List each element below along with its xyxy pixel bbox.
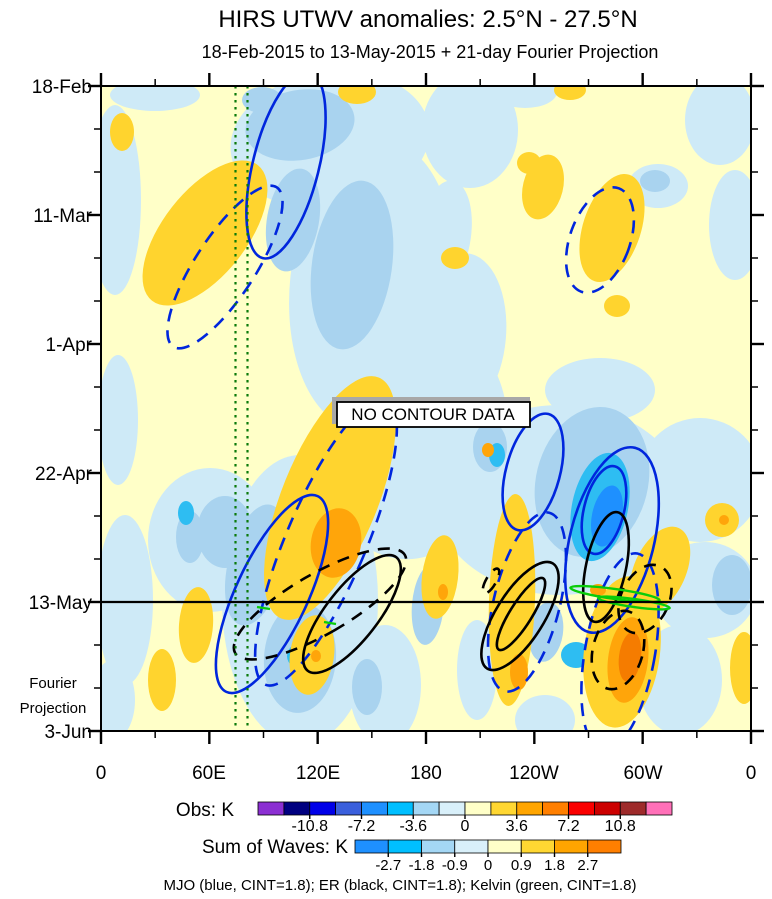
waves-cbar-tick: -2.7 [375,857,401,874]
y-tick-label: 11-Mar [33,206,92,227]
x-tick-label: 60W [623,763,662,784]
page-subtitle: 18-Feb-2015 to 13-May-2015 + 21-day Four… [202,42,659,62]
obs-cbar-tick: 3.6 [506,818,528,835]
obs-colorbar-segment [257,801,285,816]
obs-colorbar: Obs: K -10.8 -7.2 -3.6 0 3.6 7.2 10.8 [176,800,673,835]
obs-cbar-tick: -3.6 [399,818,427,835]
waves-cbar-tick: 0.9 [511,857,532,874]
obs-colorbar-segment [283,801,311,816]
obs-cbar-tick: 10.8 [605,818,636,835]
er-contours-solid [301,510,631,675]
contour-legend-caption: MJO (blue, CINT=1.8); ER (black, CINT=1.… [163,877,636,894]
obs-colorbar-segment [542,801,569,816]
x-tick-label: 0 [96,763,107,784]
x-tick-label: 0 [746,763,757,784]
obs-colorbar-segment [412,801,440,816]
y-tick-label: 1-Apr [46,335,93,356]
y-tick-label: 18-Feb [32,77,92,98]
obs-colorbar-segment [516,801,544,816]
y-tick-label: 22-Apr [35,464,93,485]
obs-cbar-tick: 7.2 [557,818,579,835]
obs-colorbar-segment [568,801,595,816]
waves-colorbar-label: Sum of Waves: K [202,837,348,858]
kelvin-contours [256,584,671,626]
waves-colorbar-segment [587,839,622,854]
obs-colorbar-tick-labels: -10.8 -7.2 -3.6 0 3.6 7.2 10.8 [292,818,636,835]
obs-colorbar-segment [361,801,388,816]
waves-cbar-tick: 2.7 [577,857,598,874]
axis-ticks [88,73,764,857]
obs-cbar-tick: -10.8 [292,818,329,835]
waves-colorbar-segment [354,839,389,854]
waves-colorbar-segment [487,839,522,854]
obs-colorbar-segment [645,801,673,816]
obs-cbar-tick: 0 [461,818,470,835]
no-contour-data-label: NO CONTOUR DATA [351,405,515,424]
waves-cbar-tick: -1.8 [409,857,435,874]
obs-colorbar-label: Obs: K [176,800,234,821]
obs-colorbar-segment [619,801,647,816]
mjo-contours-solid [214,86,661,695]
y-axis-labels: 18-Feb 11-Mar 1-Apr 22-Apr 13-May Fourie… [20,77,93,743]
fill-positive-weak [110,86,751,728]
obs-cbar-tick: -7.2 [348,818,376,835]
x-tick-label: 60E [192,763,226,784]
waves-colorbar: Sum of Waves: K -2.7 -1.8 -0.9 0 0.9 1.8… [202,837,622,874]
waves-cbar-tick: 1.8 [544,857,565,874]
obs-colorbar-segment [386,801,414,816]
fourier-note-line1: Fourier [29,675,77,692]
obs-colorbar-segment [309,801,337,816]
y-tick-label: 3-Jun [44,722,92,743]
page-title: HIRS UTWV anomalies: 2.5°N - 27.5°N [218,6,637,33]
waves-colorbar-segment [454,839,489,854]
obs-colorbar-segment [490,801,518,816]
obs-colorbar-segment [464,801,492,816]
no-contour-data-box: NO CONTOUR DATA [332,397,531,428]
waves-colorbar-segment [387,839,422,854]
waves-colorbar-segment [554,839,589,854]
waves-colorbar-segment [520,839,555,854]
x-axis-labels: 0 60E 120E 180 120W 60W 0 [96,763,757,784]
waves-cbar-tick: -0.9 [442,857,468,874]
kelvin-guide-lines [234,86,249,731]
fourier-note-line2: Projection [20,700,87,717]
x-tick-label: 120W [509,763,559,784]
waves-colorbar-segment [421,839,456,854]
obs-colorbar-segment [438,801,466,816]
x-tick-label: 180 [410,763,442,784]
obs-colorbar-segment [594,801,621,816]
fill-positive-core [618,632,642,682]
anomaly-fill-field [101,86,751,731]
plot-border [100,85,752,732]
x-tick-label: 120E [296,763,340,784]
waves-cbar-tick: 0 [484,857,492,874]
y-tick-label: 13-May [29,593,93,614]
obs-colorbar-segment [335,801,362,816]
waves-colorbar-tick-labels: -2.7 -1.8 -0.9 0 0.9 1.8 2.7 [375,857,598,874]
mjo-contours-dashed [166,184,660,731]
